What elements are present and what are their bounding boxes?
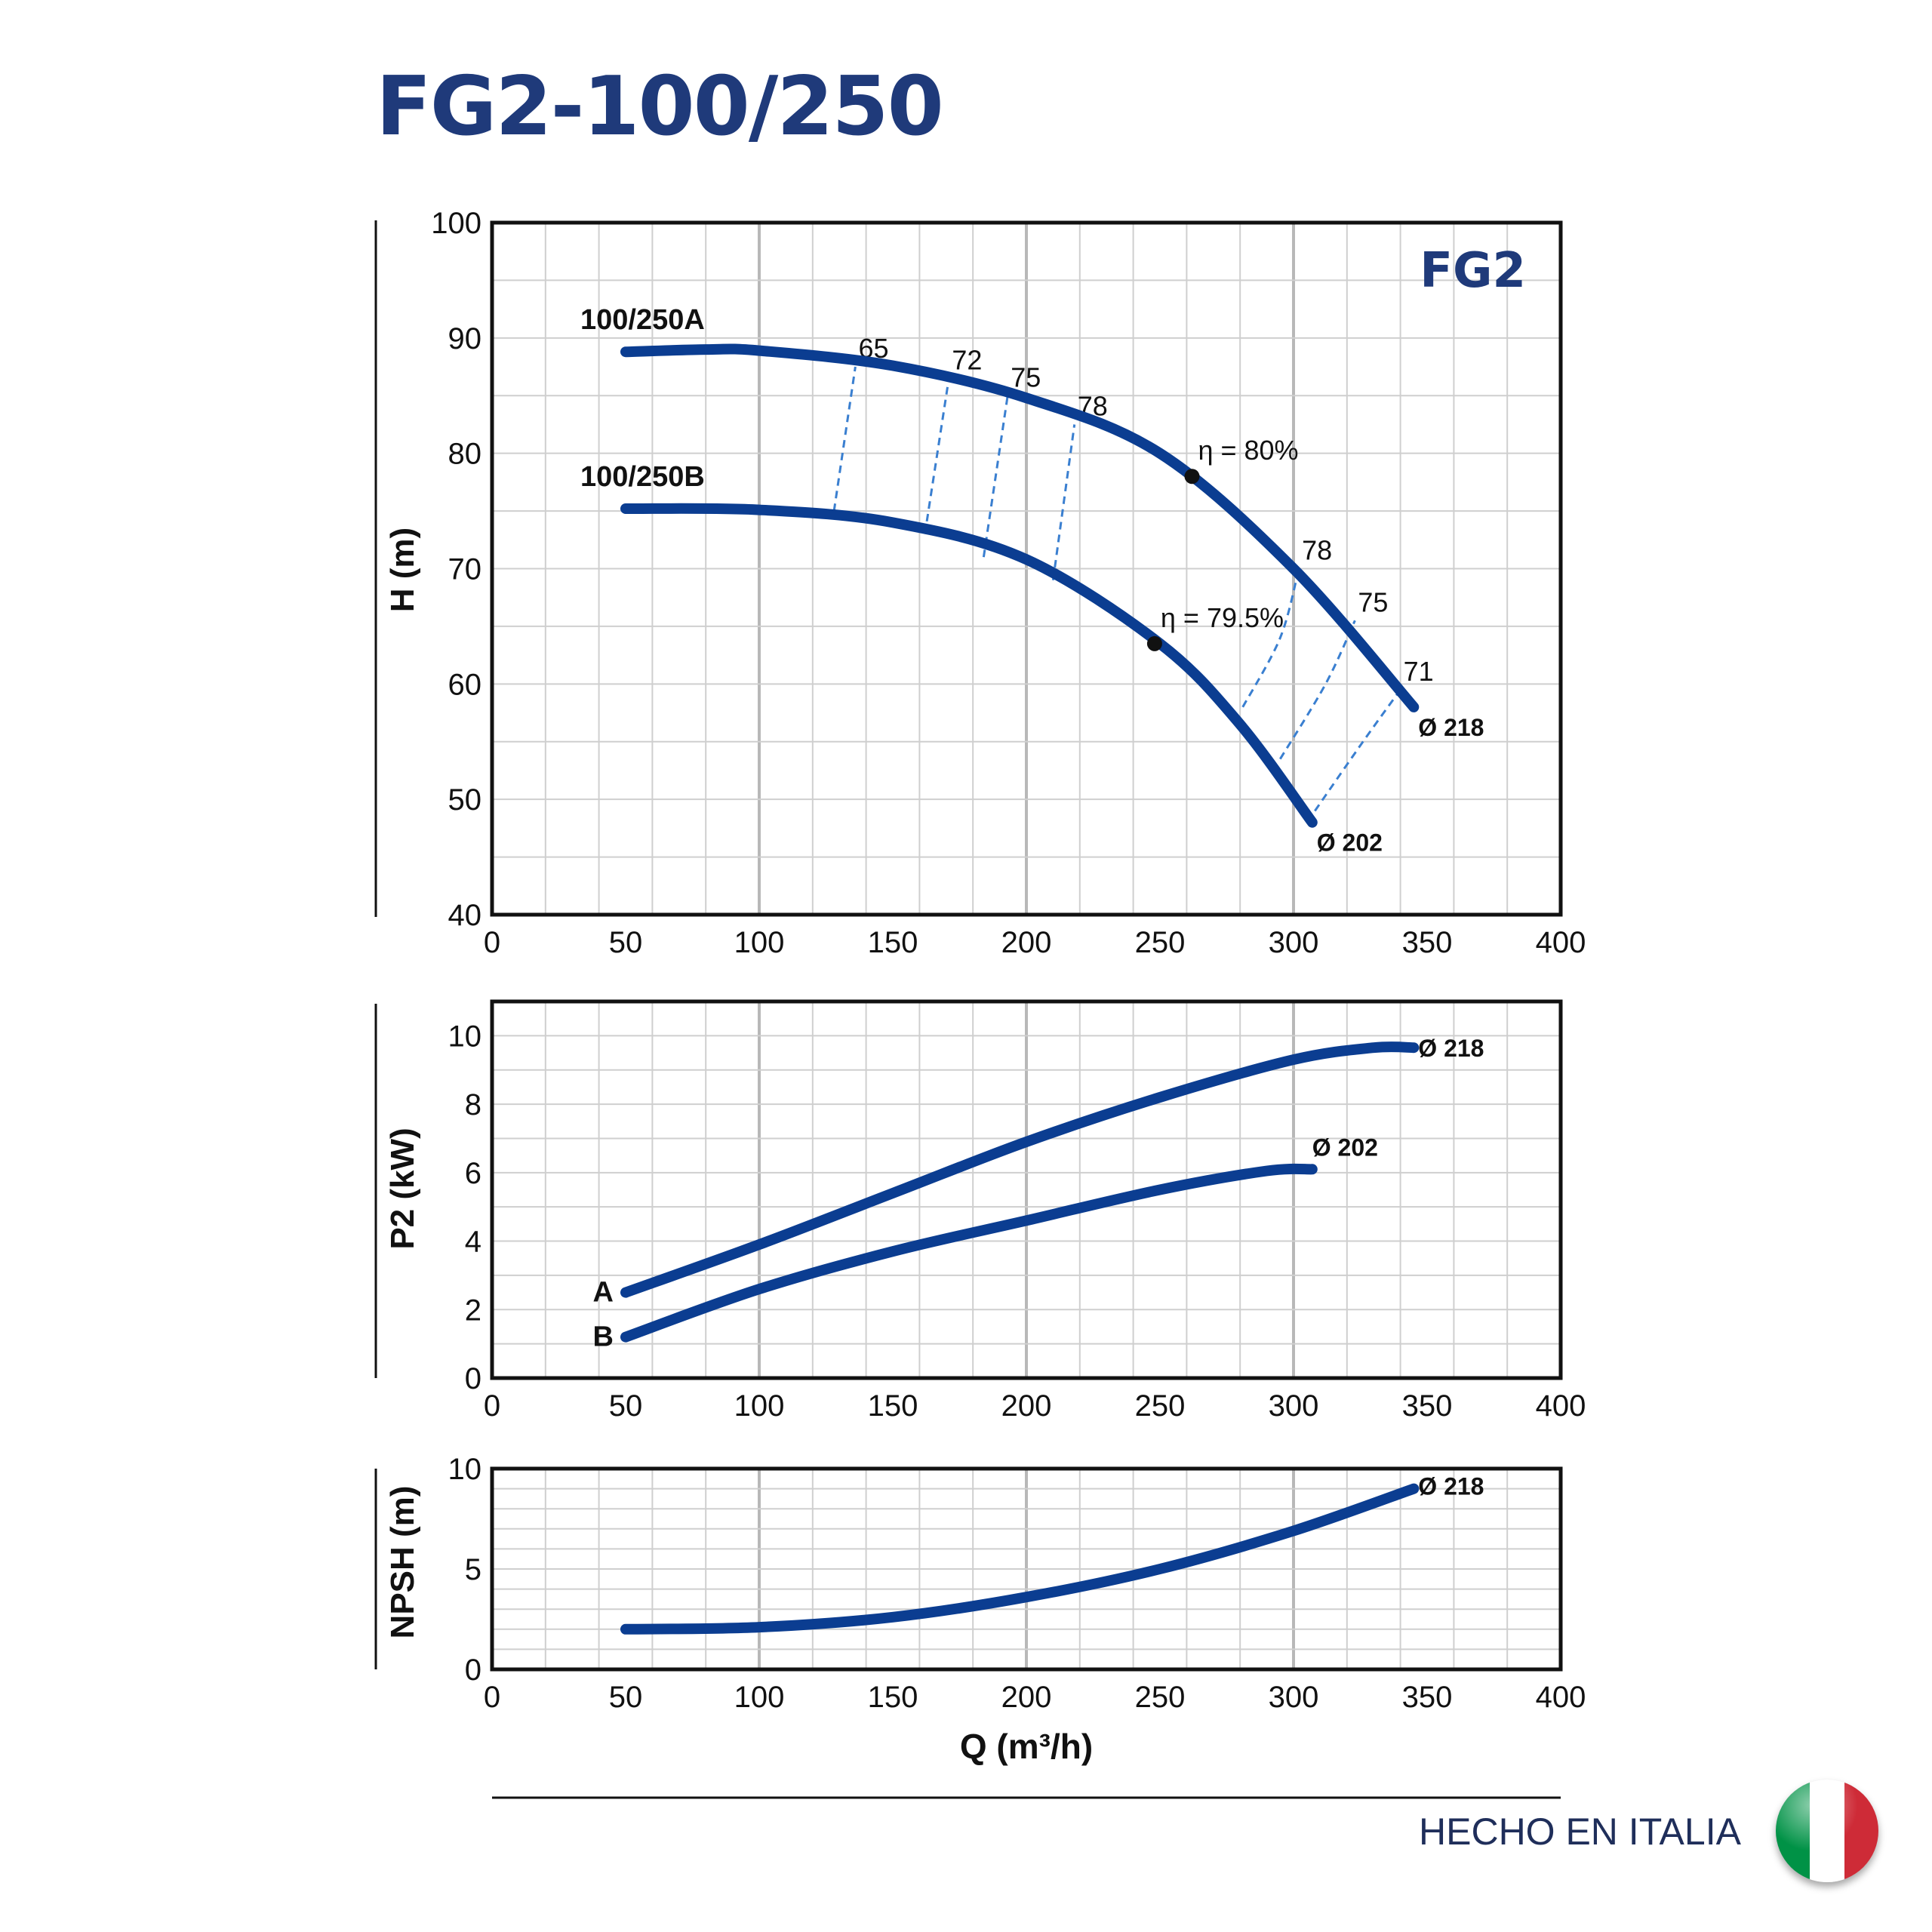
y-tick-label: 4 — [465, 1226, 481, 1259]
diameter-label: Ø 218 — [1418, 1035, 1484, 1062]
y-axis-label: NPSH (m) — [384, 1486, 421, 1639]
plot-frame — [490, 220, 1563, 917]
x-tick-label: 400 — [1536, 1681, 1586, 1714]
x-tick-label: 50 — [609, 1681, 643, 1714]
chart-head: 0 50 100 150 200 250 300 350 400 40 50 60 70 80 90 100 H… — [374, 207, 1586, 959]
efficiency-label: 71 — [1404, 656, 1434, 687]
x-tick-label: 0 — [484, 1389, 500, 1423]
x-tick-label: 100 — [734, 1389, 785, 1423]
efficiency-curve — [1279, 620, 1356, 760]
y-tick-label: 90 — [448, 322, 482, 355]
x-tick-label: 250 — [1135, 926, 1186, 959]
y-axis-label: H (m) — [384, 528, 421, 612]
page-title: FG2-100/250 — [376, 60, 944, 154]
series-line — [620, 343, 1420, 712]
y-tick-label: 70 — [448, 553, 482, 586]
efficiency-curve — [1314, 689, 1401, 812]
x-tick-label: 300 — [1269, 1389, 1319, 1423]
best-efficiency-point — [1184, 469, 1200, 485]
y-tick-label: 80 — [448, 438, 482, 471]
series-label: 100/250A — [580, 304, 705, 336]
x-tick-label: 50 — [609, 1389, 643, 1423]
y-tick-label: 5 — [465, 1553, 481, 1586]
x-tick-label: 300 — [1269, 1681, 1319, 1714]
y-tick-label: 60 — [448, 668, 482, 701]
x-tick-label: 0 — [484, 1681, 500, 1714]
x-tick-label: 100 — [734, 926, 785, 959]
x-axis-label: Q (m³/h) — [960, 1727, 1093, 1766]
plot-frame — [490, 999, 1563, 1380]
y-tick-label: 40 — [448, 899, 482, 932]
y-tick-label: 6 — [465, 1157, 481, 1190]
efficiency-curve — [982, 395, 1009, 558]
x-tick-label: 150 — [868, 1389, 918, 1423]
chart-badge: FG2 — [1420, 243, 1526, 299]
best-efficiency-point — [1146, 635, 1162, 651]
y-tick-label: 50 — [448, 783, 482, 817]
efficiency-curve — [1051, 424, 1076, 581]
flag-shine — [1776, 1780, 1878, 1882]
chart-npsh: 0 50 100 150 200 250 300 350 400 0 5 10 NPSH (m) Q (m… — [374, 1453, 1586, 1799]
x-tick-label: 200 — [1001, 1389, 1052, 1423]
italy-flag-icon — [1776, 1780, 1878, 1882]
x-tick-label: 400 — [1536, 926, 1586, 959]
x-tick-label: 200 — [1001, 926, 1052, 959]
series-line — [620, 1041, 1420, 1298]
efficiency-label: 78 — [1302, 535, 1332, 566]
x-tick-label: 100 — [734, 1681, 785, 1714]
made-in-italy-label: HECHO EN ITALIA — [1419, 1810, 1741, 1853]
series-line — [620, 1163, 1318, 1343]
x-tick-label: 250 — [1135, 1389, 1186, 1423]
series-line — [620, 503, 1318, 828]
efficiency-label: 75 — [1358, 586, 1388, 617]
efficiency-curve — [832, 366, 857, 512]
best-efficiency-label: η = 79.5% — [1161, 602, 1284, 633]
x-tick-label: 350 — [1402, 1681, 1453, 1714]
x-tick-label: 200 — [1001, 1681, 1052, 1714]
x-tick-label: 400 — [1536, 1389, 1586, 1423]
y-tick-label: 0 — [465, 1654, 481, 1687]
series-label: A — [593, 1277, 614, 1309]
efficiency-curve — [924, 378, 950, 534]
chart-power: 0 50 100 150 200 250 300 350 400 0 2 4 6 8 10 P2 (kW) A Ø… — [374, 999, 1586, 1423]
y-tick-label: 0 — [465, 1362, 481, 1395]
series-label: 100/250B — [580, 461, 705, 493]
y-tick-label: 2 — [465, 1294, 481, 1327]
series-line — [620, 1483, 1420, 1635]
x-tick-label: 150 — [868, 926, 918, 959]
diameter-label: Ø 218 — [1418, 1473, 1484, 1500]
y-tick-label: 8 — [465, 1088, 481, 1121]
series-label: B — [593, 1321, 614, 1353]
diameter-label: Ø 202 — [1312, 1134, 1378, 1161]
y-axis-label: P2 (kW) — [384, 1128, 421, 1249]
efficiency-label: 75 — [1011, 361, 1041, 392]
diameter-label: Ø 202 — [1317, 829, 1383, 857]
x-tick-label: 50 — [609, 926, 643, 959]
plot-frame — [490, 1466, 1563, 1672]
x-tick-label: 0 — [484, 926, 500, 959]
efficiency-curve — [1241, 568, 1300, 708]
best-efficiency-label: η = 80% — [1198, 435, 1298, 466]
x-tick-label: 150 — [868, 1681, 918, 1714]
diameter-label: Ø 218 — [1418, 714, 1484, 741]
y-tick-label: 10 — [448, 1020, 482, 1053]
x-tick-label: 350 — [1402, 1389, 1453, 1423]
y-tick-label: 10 — [448, 1453, 482, 1486]
y-tick-label: 100 — [431, 207, 481, 240]
efficiency-label: 72 — [952, 344, 982, 375]
x-tick-label: 300 — [1269, 926, 1319, 959]
x-tick-label: 350 — [1402, 926, 1453, 959]
x-tick-label: 250 — [1135, 1681, 1186, 1714]
